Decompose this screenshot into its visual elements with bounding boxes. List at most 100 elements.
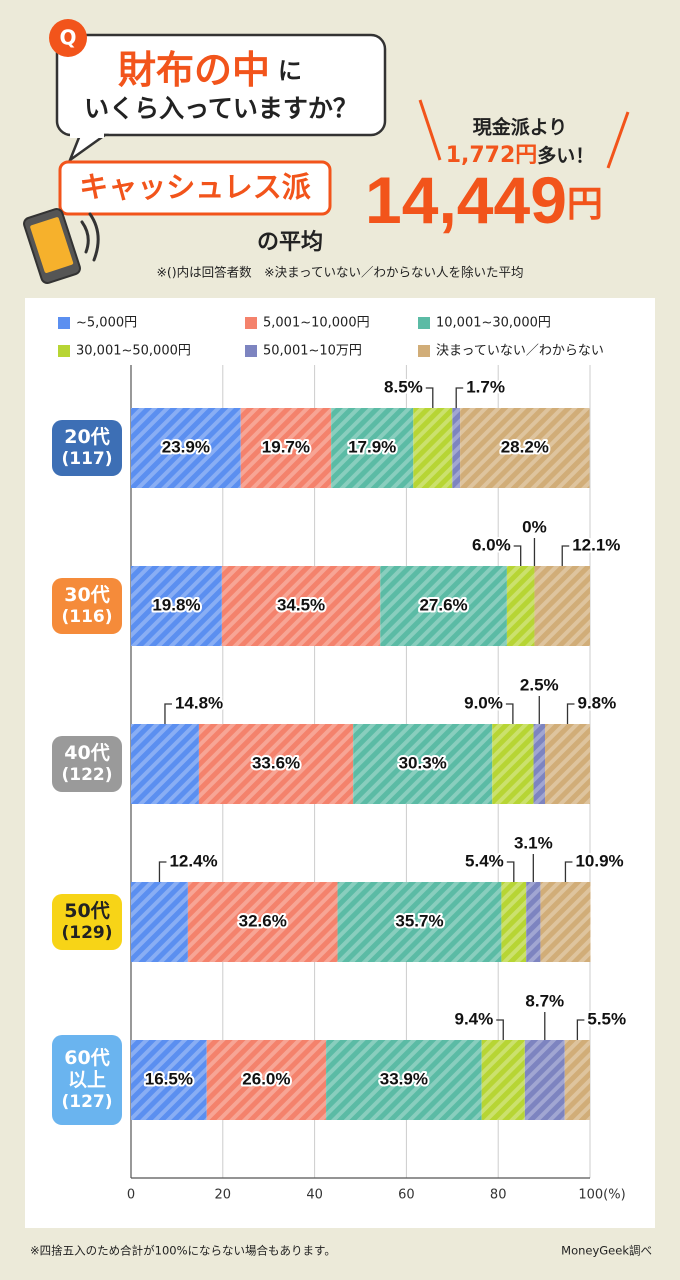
badge-box (58, 160, 332, 216)
data-label: 19.8% (152, 595, 200, 614)
data-label: 12.4% (169, 851, 217, 870)
data-label: 17.9% (348, 437, 396, 456)
question-line2: いくら入っていますか？ (84, 94, 358, 123)
bar-segment (131, 408, 241, 488)
bar-segment (187, 882, 338, 962)
header-note: ※()内は回答者数 ※決まっていない／わからない人を除いた平均 (156, 265, 523, 280)
category-label: 60代以上 (64, 1047, 110, 1091)
bar-segment (545, 724, 590, 804)
bar-segment (460, 408, 590, 488)
respondent-count: (129) (61, 923, 113, 943)
respondent-count: (122) (61, 765, 113, 785)
x-tick-label: 0 (127, 1188, 135, 1203)
leader-line (164, 703, 172, 724)
accent-lines (418, 99, 630, 169)
bar-segment (534, 566, 590, 646)
question-highlight: 財布の中 (118, 48, 270, 92)
bar-segment (326, 1040, 482, 1120)
leader-line (496, 1019, 504, 1040)
x-tick-label: 20 (215, 1188, 232, 1203)
bar-segment (413, 408, 453, 488)
legend-label: 50,001~10万円 (263, 344, 362, 359)
data-label: 3.1% (514, 833, 553, 852)
bar-segment (131, 724, 199, 804)
question-rest: に (278, 57, 302, 85)
data-label: 32.6% (239, 911, 287, 930)
data-label: 27.6% (419, 595, 467, 614)
data-label: 35.7% (395, 911, 443, 930)
bar-segment (524, 1040, 565, 1120)
q-badge (49, 19, 87, 57)
data-label: 30.3% (399, 753, 447, 772)
category-label: 50代 (64, 900, 110, 922)
badge-sub: の平均 (257, 229, 323, 255)
bar-segment (501, 882, 527, 962)
data-label: 12.1% (572, 535, 620, 554)
bar-segment (540, 882, 591, 962)
bar-segment (526, 882, 541, 962)
average-unit: 円 (567, 184, 603, 225)
data-label: 19.7% (262, 437, 310, 456)
footer-note: ※四捨五入のため合計が100%にならない場合もあります。 (30, 1244, 336, 1258)
footer-source: MoneyGeek調べ (561, 1244, 652, 1258)
data-label: 9.4% (454, 1009, 493, 1028)
bar-segment (206, 1040, 327, 1120)
leader-line (576, 1019, 585, 1040)
average-value: 14,449 (365, 163, 567, 237)
bar-segment (533, 724, 546, 804)
data-label: 26.0% (242, 1069, 290, 1088)
data-label: 5.5% (587, 1009, 626, 1028)
bar-segment (131, 882, 188, 962)
bar-segment (131, 1040, 207, 1120)
x-tick-label: 60 (398, 1188, 415, 1203)
x-tick-label: 80 (490, 1188, 507, 1203)
legend-swatch (245, 317, 257, 329)
x-tick-label: 40 (306, 1188, 323, 1203)
respondent-count: (116) (61, 607, 113, 627)
bar-segment (452, 408, 461, 488)
leader-line (158, 861, 167, 882)
legend-swatch (58, 345, 70, 357)
data-label: 33.9% (380, 1069, 428, 1088)
bar-segment (198, 724, 354, 804)
legend-label: ~5,000円 (76, 316, 137, 331)
leader-line (506, 861, 515, 882)
data-label: 5.4% (465, 851, 504, 870)
bar-segment (506, 566, 535, 646)
average: 14,449円 (365, 163, 603, 237)
category-label: 40代 (64, 742, 110, 764)
data-label: 23.9% (162, 437, 210, 456)
data-label: 2.5% (520, 675, 559, 694)
leader-line (425, 387, 434, 408)
data-label: 8.5% (384, 377, 423, 396)
speech-bubble (55, 33, 387, 137)
category-badge: 20代 (117) (52, 420, 122, 476)
data-label: 1.7% (466, 377, 505, 396)
leader-line (564, 861, 573, 882)
data-label: 6.0% (472, 535, 511, 554)
bubble-tail-cover (70, 133, 104, 138)
compare-line1: 現金派より (473, 116, 568, 139)
legend-label: 30,001~50,000円 (76, 344, 191, 359)
legend-swatch (245, 345, 257, 357)
legend-swatch (418, 345, 430, 357)
data-label: 28.2% (501, 437, 549, 456)
legend-swatch (58, 317, 70, 329)
bar-segment (337, 882, 502, 962)
data-label: 14.8% (175, 693, 223, 712)
category-badge: 50代 (129) (52, 894, 122, 950)
badge-text: キャッシュレス派 (79, 170, 310, 204)
legend-swatch (418, 317, 430, 329)
compare-amount: 1,772円 (446, 143, 538, 168)
leader-line (566, 703, 575, 724)
bar-segment (492, 724, 534, 804)
data-label: 8.7% (525, 991, 564, 1010)
bar-segment (564, 1040, 590, 1120)
bar-segment (240, 408, 332, 488)
bar-segment (481, 1040, 525, 1120)
data-label: 34.5% (277, 595, 325, 614)
question-line1: 財布の中に (118, 48, 302, 92)
data-label: 16.5% (145, 1069, 193, 1088)
category-label: 30代 (64, 584, 110, 606)
